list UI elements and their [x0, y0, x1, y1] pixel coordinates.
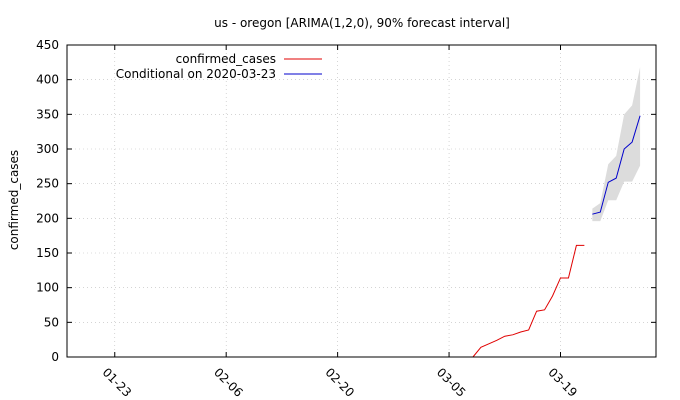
y-tick-label: 100 — [36, 281, 59, 295]
y-tick-label: 300 — [36, 142, 59, 156]
legend: confirmed_cases Conditional on 2020-03-2… — [116, 52, 322, 81]
y-tick-label: 50 — [44, 315, 59, 329]
conditional-forecast-line — [592, 115, 641, 215]
forecast-band — [592, 67, 641, 222]
y-tick-label: 0 — [51, 350, 59, 364]
y-tick-label: 350 — [36, 107, 59, 121]
x-tick-label: 03-05 — [434, 365, 469, 400]
forecast-interval — [592, 67, 641, 222]
y-tick-label: 150 — [36, 246, 59, 260]
y-tick-label: 200 — [36, 211, 59, 225]
y-axis-label: confirmed_cases — [7, 150, 21, 250]
series-lines — [472, 115, 641, 358]
x-tick-label: 01-23 — [100, 365, 135, 400]
x-tick-label: 02-06 — [211, 365, 246, 400]
y-tick-label: 250 — [36, 177, 59, 191]
x-tick-label: 02-20 — [323, 365, 358, 400]
confirmed-cases-line — [472, 244, 585, 358]
legend-entry-conditional: Conditional on 2020-03-23 — [116, 67, 276, 81]
axis-ticks: 0 50 100 150 200 250 300 350 400 450 01-23 02-06 02-… — [36, 38, 656, 400]
plot-frame — [66, 44, 657, 358]
chart-title: us - oregon [ARIMA(1,2,0), 90% forecast … — [214, 16, 510, 30]
y-tick-label: 400 — [36, 73, 59, 87]
legend-entry-confirmed-cases: confirmed_cases — [176, 52, 276, 66]
x-tick-label: 03-19 — [545, 365, 580, 400]
grid — [67, 45, 656, 357]
y-tick-label: 450 — [36, 38, 59, 52]
